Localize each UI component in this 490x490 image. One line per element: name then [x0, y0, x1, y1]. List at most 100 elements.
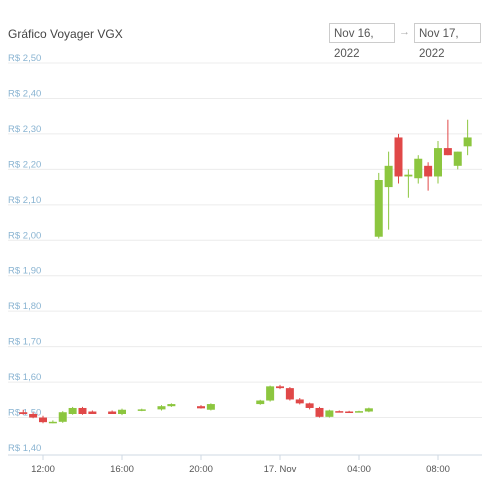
candle[interactable] — [157, 405, 166, 411]
candle[interactable] — [78, 406, 87, 415]
y-tick-label: R$ 1,60 — [8, 372, 41, 383]
candle[interactable] — [443, 119, 452, 156]
candle-body — [108, 411, 117, 414]
candle[interactable] — [424, 162, 433, 191]
y-tick-label: R$ 2,20 — [8, 159, 41, 170]
candle[interactable] — [434, 141, 442, 184]
candle-body — [364, 408, 373, 412]
candle[interactable] — [29, 412, 38, 419]
candle-body — [197, 406, 205, 409]
candle[interactable] — [404, 169, 413, 198]
candle-body — [118, 409, 126, 414]
candle[interactable] — [364, 407, 373, 413]
y-tick-label: R$ 2,10 — [8, 195, 41, 206]
candle[interactable] — [137, 408, 146, 412]
chart-title: Gráfico Voyager VGX — [8, 27, 123, 41]
candle[interactable] — [206, 403, 215, 411]
candle[interactable] — [276, 384, 284, 390]
candle[interactable] — [325, 409, 334, 418]
x-tick-label: 12:00 — [31, 464, 55, 475]
candle[interactable] — [48, 420, 57, 424]
candle[interactable] — [108, 410, 117, 414]
candle[interactable] — [39, 415, 47, 424]
candle-body — [424, 165, 433, 177]
candle[interactable] — [315, 406, 324, 418]
candle[interactable] — [118, 408, 126, 416]
candle-body — [374, 180, 383, 237]
candle-body — [345, 411, 354, 414]
candle[interactable] — [463, 119, 472, 156]
candle[interactable] — [266, 385, 275, 402]
candle-body — [463, 137, 472, 147]
x-tick-label: 04:00 — [347, 464, 371, 475]
candle-body — [157, 406, 166, 410]
candle-body — [434, 148, 442, 177]
candle-body — [167, 404, 176, 407]
date-range-arrow: → — [399, 26, 410, 38]
candle-body — [266, 386, 275, 401]
candle[interactable] — [256, 399, 265, 405]
candle[interactable] — [295, 398, 304, 405]
candle-body — [137, 409, 146, 411]
candle[interactable] — [305, 402, 314, 410]
candle-body — [295, 399, 304, 404]
date-from-input[interactable]: Nov 16, 2022 — [329, 23, 395, 60]
y-tick-label: R$ 2,30 — [8, 124, 41, 135]
candle-body — [335, 411, 344, 413]
y-tick-label: R$ 2,50 — [8, 53, 41, 64]
candle-body — [78, 407, 87, 414]
y-tick-label: R$ 2,40 — [8, 88, 41, 99]
candle-body — [355, 411, 363, 413]
x-tick-label: 16:00 — [110, 464, 134, 475]
candle[interactable] — [335, 410, 344, 413]
candle-body — [19, 412, 28, 414]
candle[interactable] — [58, 411, 67, 423]
y-tick-label: R$ 1,70 — [8, 337, 41, 348]
candle-body — [404, 174, 413, 177]
candle-body — [206, 404, 215, 410]
candle-body — [58, 412, 67, 422]
candle-body — [414, 158, 423, 179]
candle-body — [256, 400, 265, 405]
candle[interactable] — [374, 172, 383, 239]
candle-body — [285, 388, 294, 400]
x-tick-label: 20:00 — [189, 464, 213, 475]
date-to-input[interactable]: Nov 17, 2022 — [414, 23, 481, 60]
candle[interactable] — [167, 403, 176, 407]
candle[interactable] — [414, 155, 423, 184]
candle[interactable] — [453, 151, 462, 170]
x-axis-ticks: 12:00 16:00 20:00 17. Nov 04:00 08:00 — [8, 454, 482, 475]
grid-lines — [8, 62, 482, 419]
y-tick-label: R$ 1,90 — [8, 266, 41, 277]
candle[interactable] — [384, 151, 393, 230]
y-axis-ticks: R$ 2,50 R$ 2,40 R$ 2,30 R$ 2,20 R$ 2,10 R$ 2,… — [8, 53, 41, 454]
candle-body — [315, 407, 324, 417]
candle-body — [48, 421, 57, 424]
candle[interactable] — [345, 410, 354, 414]
candle[interactable] — [394, 133, 403, 184]
candle-body — [276, 386, 284, 389]
x-tick-label: 08:00 — [426, 464, 450, 475]
candles[interactable] — [19, 119, 472, 424]
candle-body — [305, 403, 314, 408]
y-tick-label: R$ 2,00 — [8, 230, 41, 241]
candle[interactable] — [285, 387, 294, 401]
candle[interactable] — [19, 409, 28, 415]
candle[interactable] — [88, 410, 97, 414]
candle-body — [443, 148, 452, 156]
y-tick-label: R$ 1,80 — [8, 301, 41, 312]
candle-body — [88, 411, 97, 414]
candle[interactable] — [197, 405, 205, 409]
candle-body — [394, 137, 403, 177]
candle-body — [384, 165, 393, 188]
x-tick-label: 17. Nov — [264, 464, 297, 475]
candle-body — [29, 414, 38, 418]
y-tick-label: R$ 1,40 — [8, 443, 41, 454]
candle-body — [453, 151, 462, 166]
candle-body — [68, 407, 77, 414]
candle[interactable] — [355, 410, 363, 413]
candle-body — [325, 410, 334, 417]
candle[interactable] — [68, 406, 77, 415]
candle-body — [39, 417, 47, 423]
